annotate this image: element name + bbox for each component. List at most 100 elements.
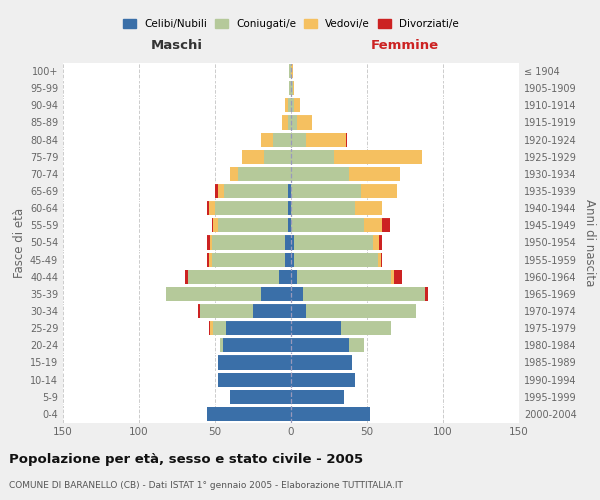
Bar [334, 150, 422, 164]
Bar [260, 132, 273, 146]
Bar [294, 252, 377, 266]
Bar [218, 372, 291, 386]
Bar [288, 98, 291, 112]
Bar [364, 218, 382, 232]
Bar [288, 201, 291, 215]
Bar [291, 304, 306, 318]
Bar [198, 304, 200, 318]
Bar [291, 184, 361, 198]
Bar [294, 98, 300, 112]
Bar [285, 98, 288, 112]
Bar [208, 252, 209, 266]
Bar [297, 116, 312, 130]
Bar [373, 236, 379, 250]
Bar [306, 304, 416, 318]
Bar [297, 270, 391, 284]
Bar [226, 321, 291, 335]
Bar [212, 252, 285, 266]
Y-axis label: Fasce di età: Fasce di età [13, 208, 26, 278]
Bar [289, 81, 291, 95]
Text: Femmine: Femmine [371, 39, 439, 52]
Bar [218, 356, 291, 370]
Bar [291, 372, 355, 386]
Bar [291, 116, 297, 130]
Bar [224, 184, 288, 198]
Bar [215, 201, 288, 215]
Bar [214, 218, 218, 232]
Text: COMUNE DI BARANELLO (CB) - Dati ISTAT 1° gennaio 2005 - Elaborazione TUTTITALIA.: COMUNE DI BARANELLO (CB) - Dati ISTAT 1°… [9, 481, 403, 490]
Bar [341, 321, 391, 335]
Bar [291, 132, 306, 146]
Bar [200, 304, 253, 318]
Bar [346, 132, 347, 146]
Bar [303, 287, 425, 301]
Bar [291, 167, 349, 181]
Bar [242, 150, 263, 164]
Bar [218, 218, 288, 232]
Bar [425, 287, 428, 301]
Bar [380, 252, 382, 266]
Bar [361, 184, 397, 198]
Bar [218, 184, 224, 198]
Bar [291, 201, 355, 215]
Bar [208, 407, 291, 421]
Bar [291, 64, 293, 78]
Bar [377, 252, 380, 266]
Bar [208, 201, 209, 215]
Bar [291, 252, 294, 266]
Bar [212, 218, 214, 232]
Bar [230, 390, 291, 404]
Bar [291, 390, 344, 404]
Text: Maschi: Maschi [151, 39, 203, 52]
Bar [291, 98, 294, 112]
Bar [349, 167, 400, 181]
Bar [212, 236, 285, 250]
Bar [379, 236, 382, 250]
Bar [291, 338, 349, 352]
Bar [285, 236, 291, 250]
Bar [215, 184, 218, 198]
Bar [291, 407, 370, 421]
Bar [306, 132, 346, 146]
Bar [209, 201, 215, 215]
Bar [273, 132, 291, 146]
Bar [166, 287, 260, 301]
Bar [291, 321, 341, 335]
Text: Popolazione per età, sesso e stato civile - 2005: Popolazione per età, sesso e stato civil… [9, 452, 363, 466]
Bar [355, 201, 382, 215]
Bar [288, 184, 291, 198]
Bar [214, 321, 226, 335]
Bar [211, 236, 212, 250]
Bar [291, 287, 303, 301]
Y-axis label: Anni di nascita: Anni di nascita [583, 199, 596, 286]
Bar [279, 270, 291, 284]
Bar [382, 218, 390, 232]
Bar [291, 150, 334, 164]
Bar [291, 81, 293, 95]
Bar [260, 287, 291, 301]
Bar [291, 218, 364, 232]
Bar [209, 321, 211, 335]
Bar [349, 338, 364, 352]
Bar [282, 116, 288, 130]
Bar [230, 167, 238, 181]
Bar [294, 236, 373, 250]
Bar [394, 270, 402, 284]
Bar [253, 304, 291, 318]
Bar [285, 252, 291, 266]
Bar [288, 116, 291, 130]
Bar [185, 270, 188, 284]
Bar [238, 167, 291, 181]
Bar [291, 356, 352, 370]
Bar [291, 236, 294, 250]
Bar [211, 321, 214, 335]
Bar [289, 64, 291, 78]
Legend: Celibi/Nubili, Coniugati/e, Vedovi/e, Divorziati/e: Celibi/Nubili, Coniugati/e, Vedovi/e, Di… [123, 19, 459, 29]
Bar [188, 270, 279, 284]
Bar [391, 270, 394, 284]
Bar [291, 270, 297, 284]
Bar [263, 150, 291, 164]
Bar [220, 338, 223, 352]
Bar [208, 236, 211, 250]
Bar [288, 218, 291, 232]
